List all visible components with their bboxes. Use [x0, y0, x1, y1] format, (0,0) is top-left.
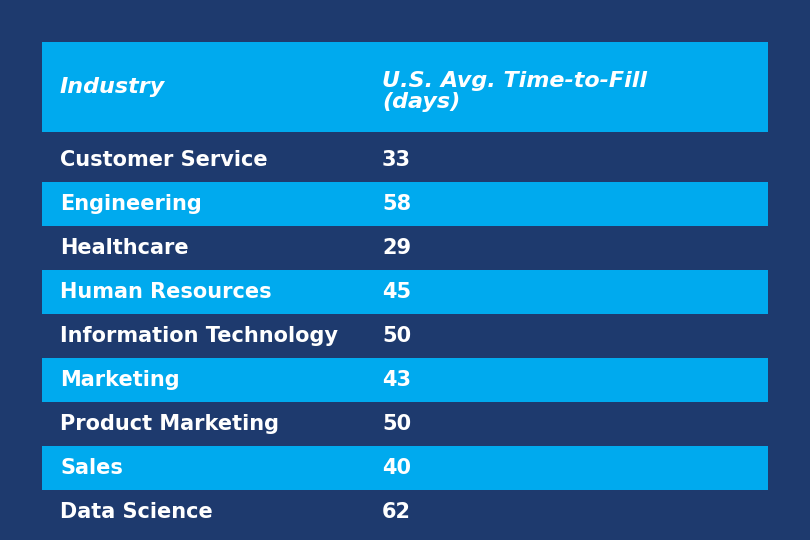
- Text: Product Marketing: Product Marketing: [60, 414, 279, 434]
- Text: 58: 58: [382, 194, 411, 214]
- Text: 40: 40: [382, 458, 411, 478]
- Text: Engineering: Engineering: [60, 194, 202, 214]
- Text: Marketing: Marketing: [60, 370, 180, 390]
- Text: Industry: Industry: [60, 77, 165, 97]
- Bar: [42, 42, 768, 132]
- Text: Human Resources: Human Resources: [60, 282, 271, 302]
- Text: Healthcare: Healthcare: [60, 238, 189, 258]
- Bar: [42, 226, 768, 270]
- Text: 45: 45: [382, 282, 411, 302]
- Text: Information Technology: Information Technology: [60, 326, 338, 346]
- Text: Customer Service: Customer Service: [60, 150, 267, 170]
- Text: 43: 43: [382, 370, 411, 390]
- Bar: [42, 446, 768, 490]
- Text: U.S. Avg. Time-to-Fill: U.S. Avg. Time-to-Fill: [382, 71, 647, 91]
- Bar: [42, 402, 768, 446]
- Bar: [42, 138, 768, 182]
- Bar: [42, 358, 768, 402]
- Text: 50: 50: [382, 326, 411, 346]
- Text: (days): (days): [382, 92, 460, 112]
- Text: Sales: Sales: [60, 458, 123, 478]
- Bar: [42, 314, 768, 358]
- Bar: [42, 270, 768, 314]
- Text: 29: 29: [382, 238, 411, 258]
- Text: 62: 62: [382, 502, 411, 522]
- Text: Data Science: Data Science: [60, 502, 213, 522]
- Bar: [42, 490, 768, 534]
- Text: 50: 50: [382, 414, 411, 434]
- Text: 33: 33: [382, 150, 411, 170]
- Bar: [42, 182, 768, 226]
